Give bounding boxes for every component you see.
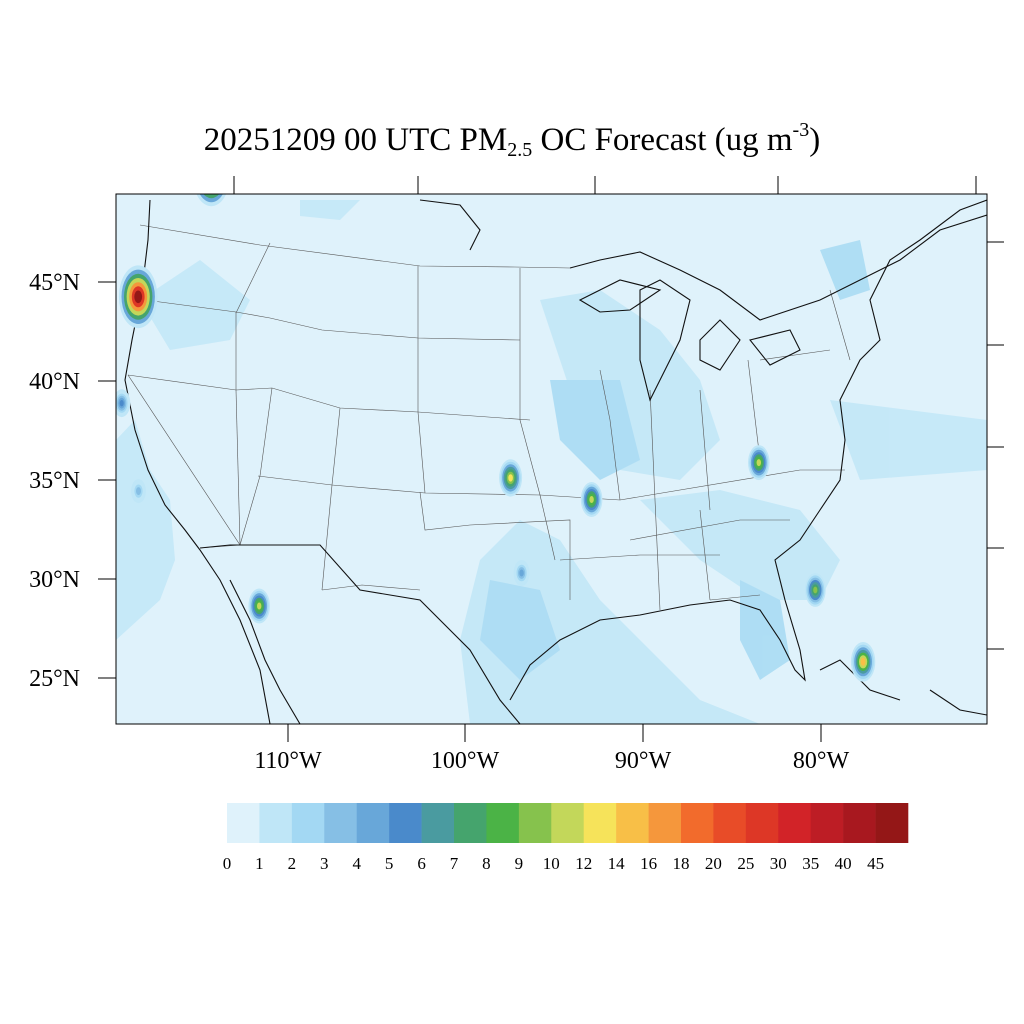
lon-label-100w: 100°W	[430, 748, 500, 774]
colorbar-swatch	[778, 803, 812, 843]
hotspot-bc-fire	[203, 162, 220, 190]
colorbar-swatch	[583, 803, 617, 843]
colorbar-tick-label: 20	[704, 854, 722, 873]
lon-label-90w: 90°W	[614, 748, 672, 774]
colorbar-swatch	[551, 803, 585, 843]
colorbar-swatch	[421, 803, 455, 843]
colorbar-tick-label: 1	[255, 854, 264, 873]
colorbar-tick-label: 8	[482, 854, 491, 873]
colorbar-tick-label: 18	[672, 854, 690, 873]
colorbar-tick-label: 25	[737, 854, 755, 873]
colorbar-tick-label: 0	[222, 854, 232, 873]
lat-label-40n: 40°N	[29, 369, 80, 395]
hotspot-mexico-spot	[257, 602, 262, 610]
colorbar-tick-label: 40	[834, 854, 852, 873]
colorbar-tick-label: 5	[384, 854, 394, 873]
colorbar-swatch	[745, 803, 779, 843]
colorbar-swatch	[486, 803, 520, 843]
lon-label-80w: 80°W	[792, 748, 850, 774]
hotspot-bc-fire	[205, 166, 217, 186]
colorbar-tick-label: 3	[320, 854, 329, 873]
colorbar-swatch	[648, 803, 682, 843]
hotspot-bc-fire	[203, 194, 220, 199]
colorbar-swatch	[227, 803, 260, 843]
hotspot-socal	[136, 487, 141, 496]
hotspot-oklahoma-fire	[508, 474, 513, 482]
colorbar	[227, 803, 909, 843]
colorbar-tick-label: 7	[449, 854, 459, 873]
colorbar-tick-label: 35	[802, 854, 820, 873]
colorbar-swatch	[713, 803, 747, 843]
lat-label-35n: 35°N	[29, 468, 80, 494]
hotspot-bc-fire	[209, 194, 213, 195]
colorbar-tick-label: 10	[542, 854, 560, 873]
hotspot-oregon-fire	[134, 290, 143, 304]
lat-label-25n: 25°N	[29, 666, 80, 692]
state-boundaries	[127, 224, 851, 611]
colorbar-swatch	[324, 803, 358, 843]
colorbar-swatch	[291, 803, 325, 843]
hotspot-north-florida	[813, 586, 818, 594]
colorbar-swatch	[389, 803, 422, 843]
hotspot-layer	[116, 162, 876, 682]
colorbar-tick-label: 2	[287, 854, 297, 873]
hotspot-carolina-spot	[756, 459, 761, 467]
lat-label-45n: 45°N	[29, 270, 80, 296]
map-title: 20251209 00 UTC PM2.5 OC Forecast (ug m-…	[203, 119, 821, 161]
colorbar-swatch	[518, 803, 552, 843]
colorbar-swatch	[843, 803, 876, 843]
lat-label-30n: 30°N	[29, 567, 80, 593]
lon-label-110w: 110°W	[254, 748, 322, 774]
haze-layer	[116, 200, 987, 724]
hotspot-south-florida	[860, 657, 866, 666]
colorbar-swatch	[810, 803, 844, 843]
colorbar-tick-label: 4	[352, 854, 361, 873]
colorbar-swatch	[259, 803, 293, 843]
colorbar-tick-label: 16	[640, 854, 658, 873]
map-frame	[115, 193, 988, 725]
colorbar-tick-label: 12	[575, 854, 593, 873]
tick-marks	[98, 176, 1004, 742]
hotspot-california-central	[119, 400, 124, 407]
colorbar-tick-label: 6	[417, 854, 426, 873]
hotspot-arkansas-spot	[589, 496, 594, 503]
colorbar-swatch	[681, 803, 714, 843]
colorbar-tick-label: 9	[514, 854, 524, 873]
colorbar-swatch	[875, 803, 909, 843]
hotspot-texas-east	[519, 569, 524, 577]
colorbar-tick-label: 14	[607, 854, 625, 873]
colorbar-tick-label: 30	[769, 854, 787, 873]
colorbar-swatch	[356, 803, 390, 843]
hotspot-bc-fire	[208, 170, 215, 182]
colorbar-swatch	[454, 803, 487, 843]
colorbar-swatch	[616, 803, 649, 843]
colorbar-tick-label: 45	[867, 854, 885, 873]
